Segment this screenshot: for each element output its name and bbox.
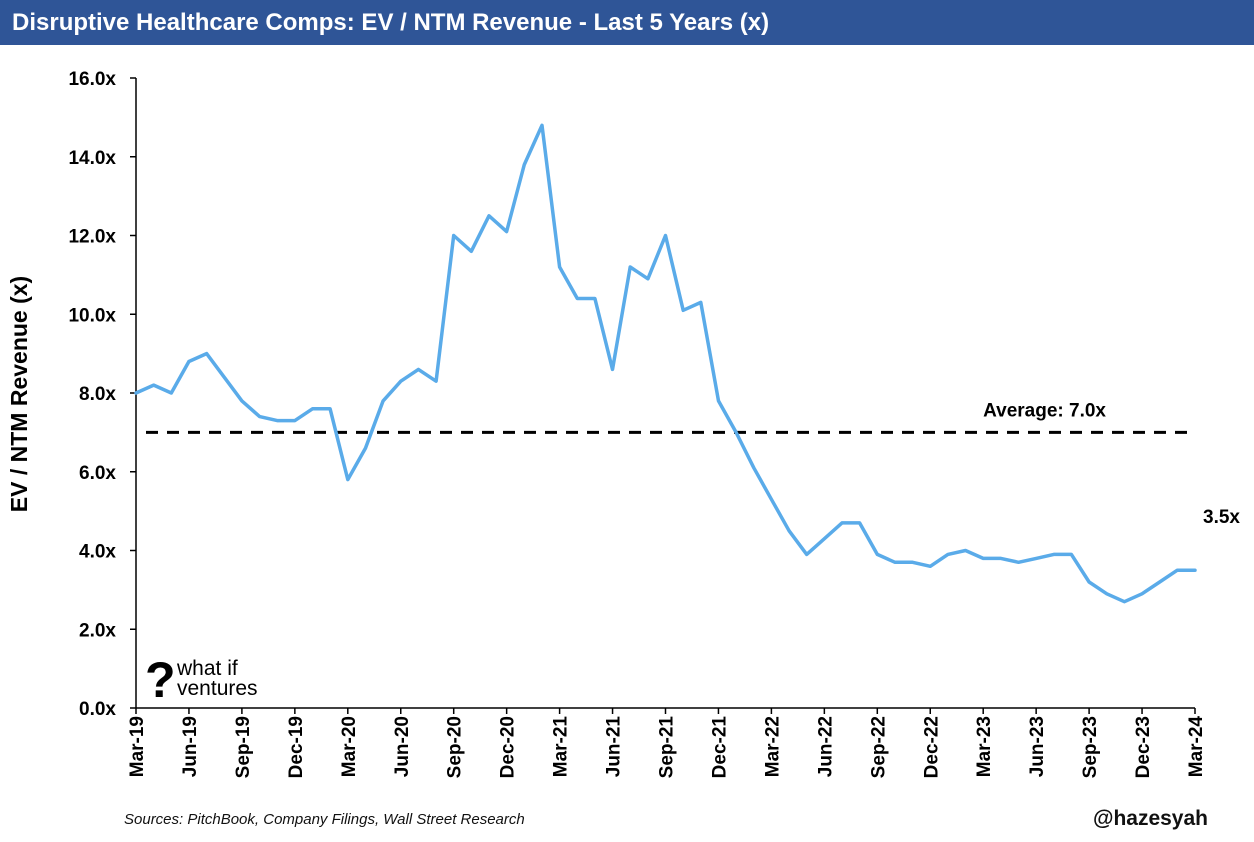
x-tick-label: Jun-19 [180, 716, 201, 777]
average-label: Average: 7.0x [983, 400, 1106, 421]
y-tick-label: 14.0x [68, 148, 116, 169]
x-tick-label: Sep-22 [868, 716, 889, 778]
logo-line2: ventures [177, 677, 258, 700]
x-tick-label: Jun-20 [392, 716, 413, 777]
y-tick-label: 0.0x [79, 699, 116, 720]
x-tick-label: Sep-19 [233, 716, 254, 778]
x-tick-label: Dec-19 [286, 716, 307, 778]
line-chart: 0.0x 2.0x 4.0x 6.0x 8.0x 10.0x 12.0x 14.0x 16.0x… [6, 69, 1240, 779]
x-tick-label: Mar-24 [1186, 716, 1207, 778]
y-tick-label: 6.0x [79, 463, 116, 484]
y-tick-label: 10.0x [68, 305, 116, 326]
y-axis: 0.0x 2.0x 4.0x 6.0x 8.0x 10.0x 12.0x 14.0x 16.0x [68, 69, 137, 720]
x-tick-label: Jun-21 [604, 716, 625, 778]
sources-note: Sources: PitchBook, Company Filings, Wal… [124, 811, 525, 828]
x-tick-label: Jun-22 [815, 716, 836, 777]
y-tick-label: 8.0x [79, 384, 116, 405]
y-tick-label: 4.0x [79, 542, 116, 563]
x-tick-label: Mar-21 [551, 716, 572, 778]
x-axis: Mar-19 Jun-19 Sep-19 Dec-19 Mar-20 Jun-20 Sep-… [127, 707, 1207, 779]
chart-title: Disruptive Healthcare Comps: EV / NTM Re… [0, 0, 1254, 45]
x-tick-label: Dec-21 [709, 716, 730, 779]
average-reference: Average: 7.0x [146, 400, 1195, 434]
x-tick-label: Sep-20 [445, 716, 466, 778]
x-tick-label: Mar-22 [762, 716, 783, 777]
series-line [134, 123, 1197, 604]
x-tick-label: Sep-23 [1080, 716, 1101, 778]
question-mark-icon: ? [145, 652, 176, 708]
x-tick-label: Dec-20 [498, 716, 519, 778]
author-handle: @hazesyah [1092, 807, 1208, 830]
x-tick-label: Mar-19 [127, 716, 148, 777]
x-tick-label: Dec-22 [921, 716, 942, 778]
x-tick-label: Mar-23 [974, 716, 995, 777]
end-value-label: 3.5x [1203, 507, 1240, 528]
logo: ? what if ventures [145, 652, 258, 708]
y-tick-label: 16.0x [68, 69, 116, 90]
x-tick-label: Dec-23 [1133, 716, 1154, 778]
logo-line1: what if [176, 657, 238, 680]
series-group [134, 123, 1197, 604]
x-tick-label: Sep-21 [657, 716, 678, 779]
x-tick-label: Jun-23 [1027, 716, 1048, 777]
x-tick-label: Mar-20 [339, 716, 360, 777]
y-tick-label: 12.0x [68, 227, 116, 248]
y-axis-title: EV / NTM Revenue (x) [6, 276, 32, 512]
y-tick-label: 2.0x [79, 620, 116, 641]
